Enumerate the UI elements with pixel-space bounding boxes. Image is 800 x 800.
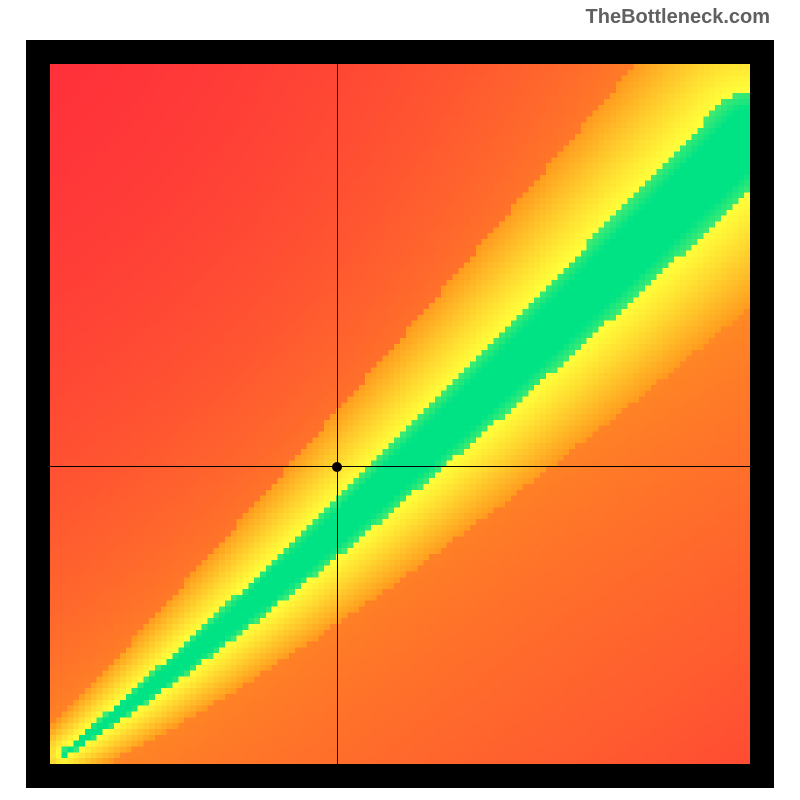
marker-dot <box>332 462 342 472</box>
plot-area <box>50 64 750 764</box>
watermark-text: TheBottleneck.com <box>586 6 770 29</box>
crosshair-vertical <box>337 64 338 764</box>
crosshair-horizontal <box>50 466 750 467</box>
chart-container: TheBottleneck.com <box>0 0 800 800</box>
heatmap-canvas <box>50 64 750 764</box>
